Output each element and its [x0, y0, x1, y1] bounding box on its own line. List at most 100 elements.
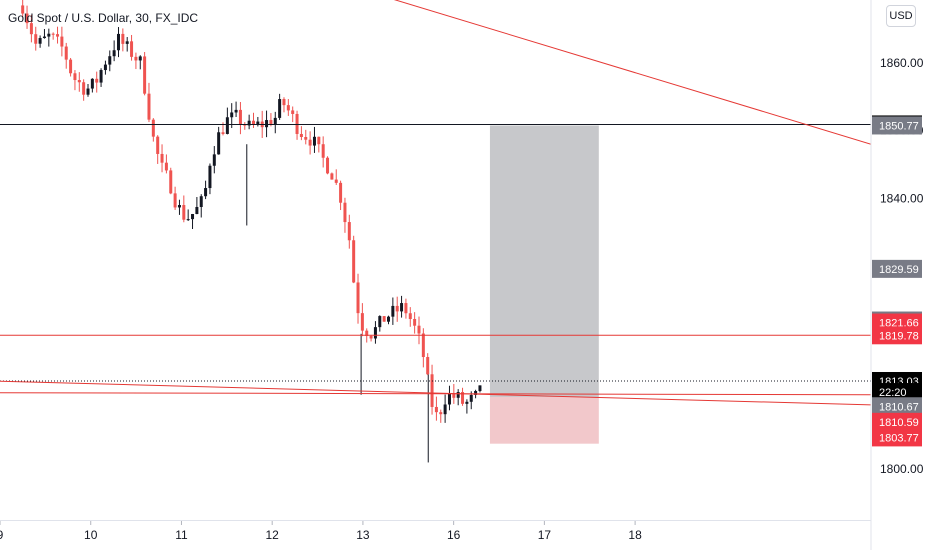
candle-body [413, 318, 417, 326]
candle-body [387, 316, 391, 322]
candle-body [60, 36, 64, 47]
candle-body [125, 41, 129, 44]
price-tag-label: 1803.77 [879, 432, 919, 444]
candle-body [230, 112, 234, 118]
candle-body [186, 219, 190, 221]
candle-body [278, 99, 282, 118]
candle-body [304, 136, 308, 140]
candle-body [286, 105, 290, 111]
price-tag-label: 1829.59 [879, 264, 919, 276]
candle-body [86, 88, 90, 95]
candle-body [360, 313, 364, 331]
candle-body [308, 139, 312, 146]
candle-body [169, 170, 173, 194]
x-tick-label: 17 [538, 528, 552, 542]
price-tags: 1850.921850.771829.591821.961821.661819.… [872, 115, 922, 447]
drawn-lines[interactable] [0, 0, 871, 406]
candle-body [99, 70, 103, 83]
price-tag-label: 22:20 [879, 387, 907, 399]
candle-body [256, 121, 260, 125]
candle-body [347, 222, 351, 241]
candle-body [21, 5, 25, 14]
price-tag-label: 1810.59 [879, 417, 919, 429]
time-axis[interactable]: 9 10 11 12 13 16 17 18 [0, 521, 642, 542]
candle-body [191, 213, 195, 220]
candle-body [265, 120, 269, 128]
candle-body [251, 120, 255, 125]
price-tag-label: 1850.77 [879, 120, 919, 132]
candle-body [421, 333, 425, 358]
x-tick-label: 18 [628, 528, 642, 542]
candle-body [173, 193, 177, 208]
candle-body [25, 13, 29, 24]
candle-body [312, 136, 316, 146]
x-tick-label: 12 [266, 528, 280, 542]
price-tag-box [872, 397, 922, 416]
position-tool[interactable] [489, 125, 599, 444]
candle-body [199, 196, 203, 207]
candle-body [69, 59, 73, 74]
y-tick-label: 1840.00 [880, 191, 924, 205]
chart-title: Gold Spot / U.S. Dollar, 30, FX_IDC [8, 11, 198, 25]
candle-body [426, 357, 430, 375]
candle-body [156, 136, 160, 154]
candle-body [443, 404, 447, 415]
candle-body [147, 93, 151, 120]
candle-body [299, 133, 303, 137]
candle-body [195, 206, 199, 214]
y-tick-label: 1860.00 [880, 56, 924, 70]
candle-body [177, 205, 181, 208]
candle-body [238, 109, 242, 125]
candle-body [465, 401, 469, 404]
candle-body [212, 154, 216, 166]
candle-body [273, 117, 277, 125]
candle-body [373, 327, 377, 339]
candle-body [221, 132, 225, 134]
candle-body [356, 282, 360, 314]
price-tag-box [872, 326, 922, 345]
candle-body [326, 157, 330, 174]
position-profit-zone [489, 125, 599, 397]
currency-button[interactable]: USD [886, 5, 916, 27]
candle-body [112, 50, 116, 57]
candle-body [208, 165, 212, 189]
candle-body [77, 80, 81, 83]
candle-body [90, 78, 94, 89]
candle-body [369, 336, 373, 339]
candle-body [391, 305, 395, 317]
candle-body [243, 124, 247, 126]
candle-body [217, 132, 221, 155]
plot-area[interactable] [0, 0, 871, 463]
candle-body [108, 56, 112, 65]
price-tag-box [872, 116, 922, 135]
candle-body [400, 303, 404, 312]
candle-body [321, 144, 325, 158]
candle-body [130, 41, 134, 57]
candle-body [461, 392, 465, 404]
candle-body [330, 173, 334, 180]
candles [21, 0, 482, 463]
candle-body [408, 313, 412, 319]
candle-body [95, 78, 99, 83]
candle-body [82, 82, 86, 95]
candle-body [282, 99, 286, 106]
candle-body [64, 46, 68, 60]
trend-line [0, 392, 871, 396]
candle-body [382, 316, 386, 322]
candle-body [352, 240, 356, 283]
x-tick-label: 13 [356, 528, 370, 542]
candle-body [38, 38, 42, 44]
candle-body [417, 325, 421, 334]
price-tag-box [872, 383, 922, 402]
candle-body [430, 374, 434, 407]
candle-body [29, 23, 33, 35]
candle-body [456, 392, 460, 398]
candle-body [51, 33, 55, 35]
candle-body [225, 117, 229, 134]
trend-line [393, 0, 871, 145]
candle-body [160, 153, 164, 163]
price-tag-label: 1810.67 [879, 401, 919, 413]
candle-body [73, 73, 77, 81]
